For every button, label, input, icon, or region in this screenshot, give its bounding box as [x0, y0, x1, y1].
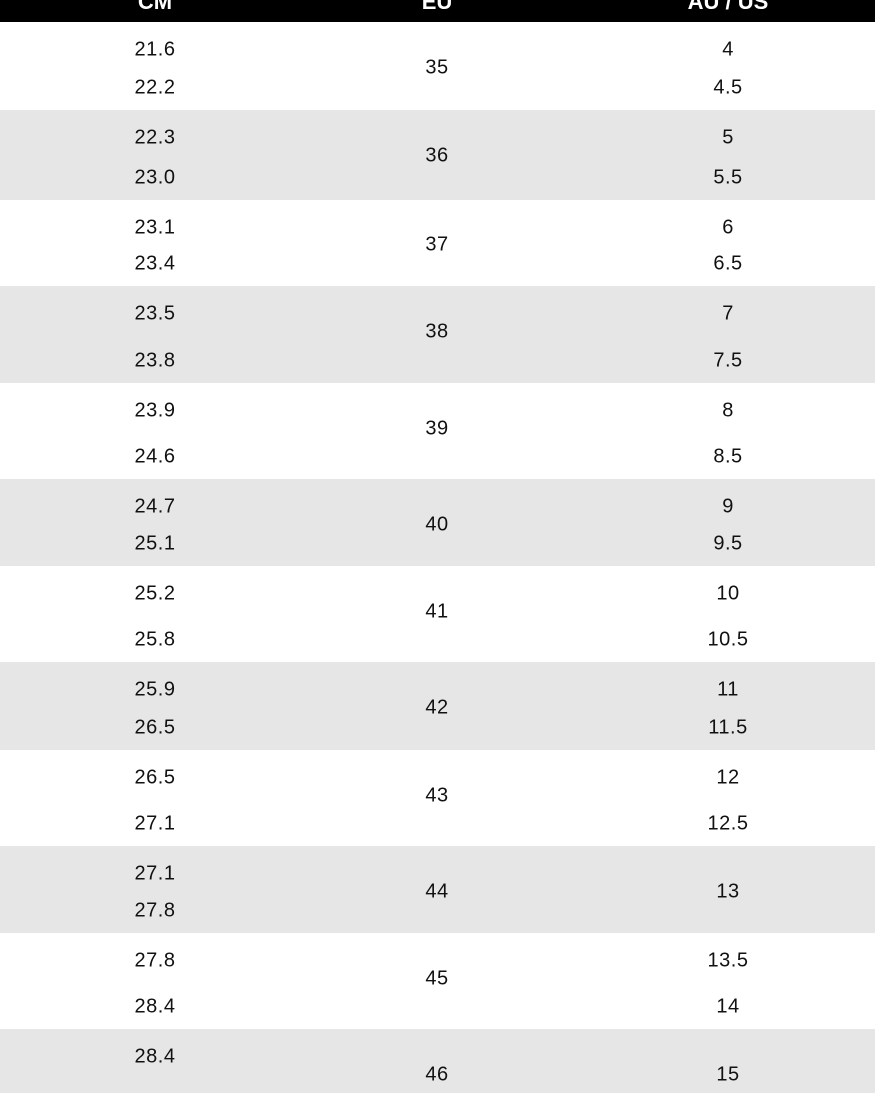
us-cell: 10 — [716, 582, 740, 605]
cm-cell: 23.0 — [134, 166, 176, 189]
cm-cell: 22.2 — [134, 76, 176, 99]
cm-cell: 25.8 — [134, 628, 176, 651]
cm-cell: 27.1 — [134, 812, 176, 835]
table-row: 25.2 25.8 41 10 10.5 — [0, 566, 875, 662]
us-cell: 9 — [722, 495, 734, 518]
table-row: 22.3 23.0 36 5 5.5 — [0, 110, 875, 200]
header-cell: CM — [137, 0, 173, 14]
header-cell: EU — [421, 0, 453, 14]
cm-cell: 27.8 — [134, 949, 176, 972]
us-cell: 4.5 — [713, 76, 743, 99]
eu-cell: 38 — [425, 320, 449, 343]
us-cell: 8.5 — [713, 445, 743, 468]
cm-cell: 21.6 — [134, 38, 176, 61]
cm-cell: 23.1 — [134, 216, 176, 239]
us-cell: 12 — [716, 766, 740, 789]
table-row: 23.9 24.6 39 8 8.5 — [0, 383, 875, 479]
us-cell: 8 — [722, 399, 734, 422]
eu-cell: 36 — [425, 144, 449, 167]
eu-cell: 46 — [425, 1063, 449, 1086]
eu-cell: 45 — [425, 967, 449, 990]
cm-cell: 25.2 — [134, 582, 176, 605]
table-row: 25.9 26.5 42 11 11.5 — [0, 662, 875, 750]
us-cell: 12.5 — [707, 812, 749, 835]
cm-cell: 29.0 — [135, 1092, 176, 1093]
us-cell: 6.5 — [713, 252, 743, 275]
header-bar: CM EU AU / US — [0, 0, 875, 22]
table-row: 23.5 23.8 38 7 7.5 — [0, 286, 875, 383]
cm-cell: 28.4 — [134, 1045, 176, 1068]
table-row: 24.7 25.1 40 9 9.5 — [0, 479, 875, 566]
eu-cell: 41 — [425, 600, 449, 623]
cm-cell: 26.5 — [134, 766, 176, 789]
us-cell: 13 — [716, 880, 740, 902]
us-cell: 5 — [722, 126, 734, 149]
table-row: 27.8 28.4 45 13.5 14 — [0, 933, 875, 1029]
cm-cell: 23.9 — [134, 399, 176, 422]
table-row: 27.1 27.8 44 13 — [0, 846, 875, 933]
cm-cell: 22.3 — [134, 126, 176, 149]
eu-cell: 44 — [425, 880, 449, 902]
us-cell: 11.5 — [708, 716, 748, 739]
eu-cell: 43 — [425, 784, 449, 807]
eu-cell: 42 — [425, 696, 449, 719]
cm-cell: 28.4 — [134, 995, 176, 1018]
cm-cell: 24.6 — [134, 445, 176, 468]
eu-cell: 37 — [425, 233, 449, 256]
us-cell: 15 — [716, 1063, 740, 1086]
us-cell: 7.5 — [713, 349, 743, 372]
us-cell: 13.5 — [707, 949, 749, 972]
table-row: 26.5 27.1 43 12 12.5 — [0, 750, 875, 846]
cm-cell: 27.1 — [134, 862, 176, 885]
cm-cell: 23.5 — [134, 302, 176, 325]
table-row: 21.6 22.2 35 4 4.5 — [0, 22, 875, 110]
cm-cell: 24.7 — [134, 495, 176, 518]
us-cell: 11 — [717, 678, 739, 701]
cm-cell: 26.5 — [134, 716, 176, 739]
us-cell: 5.5 — [713, 166, 743, 189]
table-row: 23.1 23.4 37 6 6.5 — [0, 200, 875, 286]
us-cell: 9.5 — [713, 532, 743, 555]
us-cell: 14 — [716, 995, 740, 1018]
header-cell: AU / US — [687, 0, 769, 14]
us-cell: 7 — [722, 302, 734, 325]
table-row: 28.4 29.0 46 15 — [0, 1029, 875, 1093]
cm-cell: 25.1 — [134, 532, 176, 555]
us-cell: 4 — [722, 38, 734, 61]
cm-cell: 25.9 — [134, 678, 176, 701]
us-cell: 10.5 — [707, 628, 749, 651]
cm-cell: 23.8 — [134, 349, 176, 372]
eu-cell: 35 — [425, 56, 449, 79]
cm-cell: 27.8 — [134, 899, 176, 922]
cm-cell: 23.4 — [134, 252, 176, 275]
eu-cell: 40 — [425, 513, 449, 535]
eu-cell: 39 — [425, 417, 449, 440]
us-cell: 6 — [722, 216, 734, 239]
